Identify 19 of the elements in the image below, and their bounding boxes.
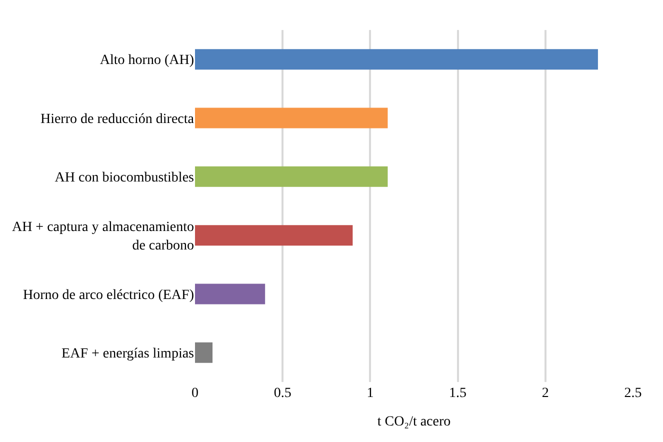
y-tick-label: AH con biocombustibles	[54, 170, 194, 186]
y-tick-label: AH + captura y almacenamiento de carbono	[12, 220, 194, 254]
bar	[195, 284, 266, 304]
x-tick-label: 2.5	[624, 386, 642, 401]
bar	[195, 225, 353, 246]
bar	[195, 166, 388, 187]
x-tick-label: 2	[542, 386, 549, 401]
x-tick-label: 0.5	[274, 386, 292, 401]
x-tick-label: 1	[366, 386, 374, 401]
bar	[195, 49, 598, 70]
y-tick-label: EAF + energías limpias	[62, 346, 194, 362]
y-tick-label: Hierro de reducción directa	[40, 112, 195, 127]
x-axis-title: t CO₂/t acero	[377, 414, 451, 430]
bar	[195, 342, 213, 363]
bar	[195, 108, 388, 128]
y-tick-label: Horno de arco eléctrico (EAF)	[22, 288, 194, 303]
x-tick-label: 1.5	[449, 386, 467, 401]
x-tick-label: 0	[192, 386, 198, 401]
y-tick-label: Alto horno (AH)	[100, 53, 194, 68]
